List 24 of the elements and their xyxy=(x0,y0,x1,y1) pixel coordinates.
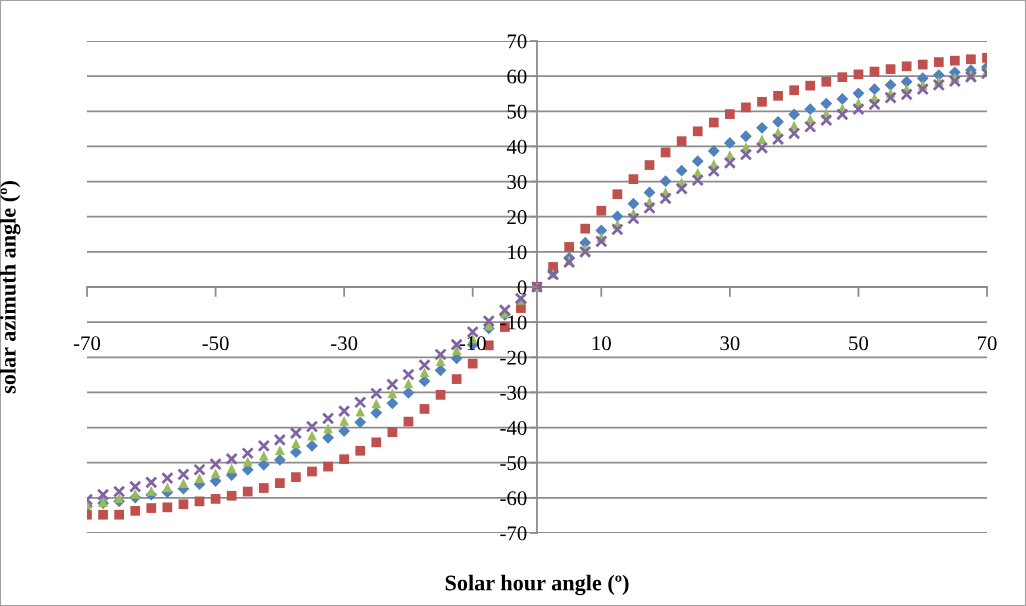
y-tick-label: -10 xyxy=(500,315,527,330)
y-tick-label: 60 xyxy=(507,69,527,84)
x-tick-label: -30 xyxy=(331,336,358,351)
y-tick-label: -70 xyxy=(500,526,527,541)
x-tick-label: 50 xyxy=(849,336,869,351)
x-tick-label: -70 xyxy=(73,336,101,351)
y-tick-label: 10 xyxy=(508,245,527,260)
y-tick-label: 20 xyxy=(507,210,527,225)
y-tick-label: 50 xyxy=(507,104,527,119)
y-tick-label: 30 xyxy=(507,174,527,189)
y-tick-label: 0 xyxy=(517,280,527,295)
x-axis-title: Solar hour angle (º) xyxy=(445,574,629,596)
y-tick-label: -60 xyxy=(500,491,527,506)
x-tick-label: 70 xyxy=(977,336,997,351)
y-tick-label: -20 xyxy=(500,350,527,365)
x-tick-label: 30 xyxy=(720,336,740,351)
y-tick-label: -40 xyxy=(500,420,527,435)
y-tick-label: 40 xyxy=(506,139,527,154)
y-tick-label: -30 xyxy=(500,385,527,400)
y-tick-label: -50 xyxy=(500,456,527,471)
x-tick-label: -50 xyxy=(202,336,229,351)
y-axis-title: solar azimuth angle (º) xyxy=(0,181,21,394)
x-tick-label: 10 xyxy=(592,336,611,351)
y-tick-label: 70 xyxy=(507,34,527,49)
